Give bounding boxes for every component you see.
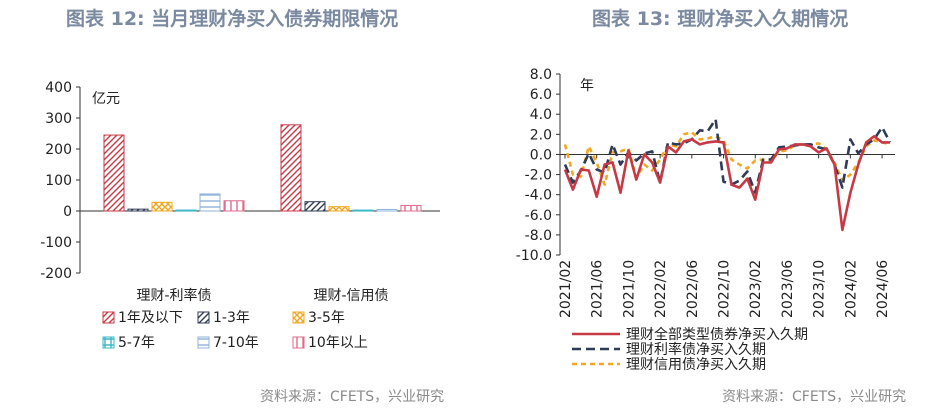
bar-1-4 — [376, 208, 398, 212]
bar-y-tick-label: 100 — [45, 173, 72, 189]
line-series-1 — [563, 118, 892, 194]
bar-y-tick-label: 300 — [45, 111, 72, 127]
line-x-tick-label: 2023/06 — [780, 260, 796, 318]
bar-legend-swatch — [102, 311, 115, 324]
left-chart-title: 图表 12: 当月理财净买入债券期限情况 — [66, 8, 399, 30]
line-x-tick-label: 2022/10 — [717, 260, 733, 318]
right-chart-source: 资料来源：CFETS，兴业研究 — [722, 389, 907, 405]
bar-legend-label: 1-3年 — [213, 310, 250, 326]
bar-1-2 — [328, 206, 350, 212]
bar-0-5 — [223, 200, 245, 212]
line-y-tick-label: 6.0 — [530, 87, 552, 103]
line-y-tick-label: 0.0 — [530, 147, 552, 163]
bar-1-0 — [280, 124, 302, 212]
line-x-tick-label: 2022/06 — [685, 260, 701, 318]
line-series-0 — [563, 135, 890, 232]
bar-y-tick-label: 200 — [45, 142, 72, 158]
line-legend-label: 理财信用债净买入久期 — [626, 357, 766, 373]
line-y-tick-label: 4.0 — [530, 107, 552, 123]
line-y-tick-label: 8.0 — [530, 67, 552, 83]
left-chart-source: 资料来源：CFETS，兴业研究 — [260, 389, 445, 405]
bar-legend-swatch — [292, 336, 305, 349]
bar-legend-swatch — [292, 311, 305, 324]
bar-1-3 — [352, 209, 374, 212]
right-chart-title: 图表 13: 理财净买入久期情况 — [592, 8, 849, 30]
line-x-tick-label: 2021/10 — [621, 260, 637, 318]
line-legend-label: 理财利率债净买入久期 — [626, 341, 766, 358]
bar-1-1 — [304, 201, 326, 212]
line-x-tick-label: 2021/06 — [590, 260, 606, 318]
line-legend-label: 理财全部类型债券净买入久期 — [626, 326, 808, 343]
bar-0-1 — [127, 208, 149, 212]
line-x-tick-label: 2022/02 — [653, 260, 669, 318]
line-y-tick-label: -4.0 — [525, 188, 552, 204]
bar-legend-swatch — [197, 336, 210, 349]
bar-legend-label: 5-7年 — [118, 335, 155, 351]
line-y-axis-label: 年 — [580, 78, 594, 94]
bar-0-0 — [103, 134, 125, 212]
bar-legend-label: 7-10年 — [213, 335, 259, 351]
line-x-tick-label: 2021/02 — [558, 260, 574, 318]
line-x-tick-label: 2023/10 — [812, 260, 828, 318]
bar-legend-swatch — [102, 336, 115, 349]
bar-legend-label: 1年及以下 — [118, 310, 183, 326]
bar-legend-swatch — [197, 311, 210, 324]
line-y-tick-label: -2.0 — [525, 168, 552, 184]
line-y-tick-label: 2.0 — [530, 127, 552, 143]
line-x-tick-label: 2024/06 — [875, 260, 891, 318]
line-y-tick-label: -10.0 — [516, 248, 552, 264]
bar-y-axis-label: 亿元 — [92, 91, 120, 107]
bar-0-4 — [199, 193, 221, 212]
bar-1-5 — [400, 204, 422, 212]
bar-legend-label: 10年以上 — [308, 335, 368, 351]
line-y-tick-label: -6.0 — [525, 208, 552, 224]
line-x-tick-label: 2024/02 — [843, 260, 859, 318]
bar-0-3 — [175, 209, 197, 212]
line-x-tick-label: 2023/02 — [748, 260, 764, 318]
line-y-tick-label: -8.0 — [525, 228, 552, 244]
bar-category-label: 理财-信用债 — [313, 288, 388, 304]
bar-y-tick-label: 0 — [63, 204, 72, 220]
bar-category-label: 理财-利率债 — [136, 287, 211, 304]
bar-legend-label: 3-5年 — [308, 310, 345, 326]
line-chart: 8.0 6.0 4.0 2.0 0.0 -2.0 -4.0 -6.0 -8.0 -10.0 年 202… — [516, 67, 895, 373]
bar-y-tick-label: -100 — [40, 235, 72, 251]
bar-0-2 — [151, 201, 173, 212]
bar-y-tick-label: 400 — [45, 80, 72, 96]
bar-y-tick-label: -200 — [40, 266, 72, 282]
